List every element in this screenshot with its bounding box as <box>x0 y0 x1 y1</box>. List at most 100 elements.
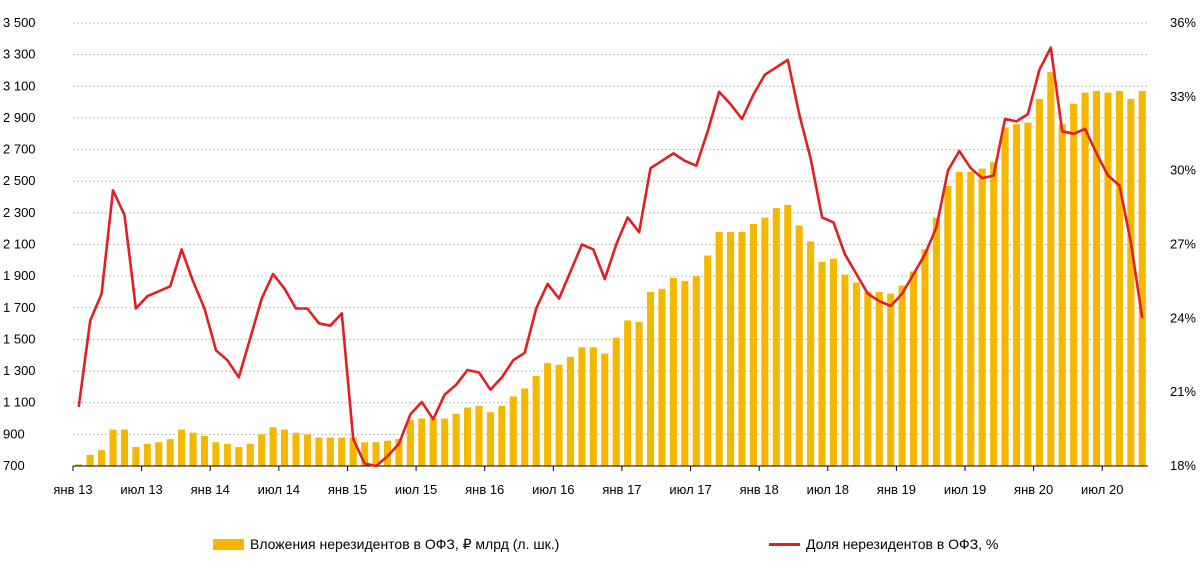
x-tick-label: июл 20 <box>1081 482 1123 497</box>
bar <box>807 241 815 466</box>
bar <box>292 432 300 466</box>
bar <box>132 447 140 466</box>
legend-swatch-line <box>769 542 800 546</box>
x-tick-label: июл 14 <box>258 482 300 497</box>
series-line <box>77 46 1144 468</box>
bar <box>795 225 803 466</box>
bar <box>269 427 277 466</box>
bar <box>749 223 757 466</box>
left-tick-label: 1 700 <box>3 300 36 315</box>
bar <box>715 231 723 466</box>
bar <box>612 337 620 466</box>
x-tick-label: янв 16 <box>465 482 504 497</box>
bar <box>566 356 575 466</box>
bar <box>864 291 872 466</box>
bar <box>944 185 952 467</box>
bar <box>383 440 392 466</box>
bar <box>692 276 700 466</box>
left-tick-label: 3 300 <box>3 47 36 62</box>
bar <box>178 429 186 466</box>
left-tick-label: 1 100 <box>3 395 36 410</box>
bar <box>521 388 529 466</box>
bar <box>578 347 586 466</box>
left-tick-label: 700 <box>3 458 25 473</box>
x-tick-label: июл 17 <box>669 482 711 497</box>
left-tick-label: 2 500 <box>3 173 36 188</box>
bar <box>143 443 151 466</box>
bar <box>784 204 792 467</box>
left-tick-label: 900 <box>3 426 25 441</box>
bar <box>727 231 735 466</box>
bar <box>898 285 906 466</box>
bar <box>509 396 517 466</box>
bar <box>635 322 643 466</box>
bar <box>200 435 209 466</box>
bar <box>486 412 494 466</box>
bar <box>978 168 986 467</box>
bar <box>1081 92 1089 466</box>
line-series <box>77 46 1144 468</box>
bar <box>361 442 369 466</box>
bar <box>258 434 266 466</box>
bar <box>646 291 655 466</box>
bar <box>86 454 94 466</box>
bar <box>1012 124 1021 466</box>
legend-item-line: Доля нерезидентов в ОФЗ, % <box>769 536 998 552</box>
bar <box>498 405 506 466</box>
x-tick-label: июл 19 <box>944 482 986 497</box>
legend-swatch-bars <box>213 539 244 550</box>
legend-label-line: Доля нерезидентов в ОФЗ, % <box>806 536 999 552</box>
right-tick-label: 24% <box>1170 310 1196 325</box>
bar <box>1070 103 1078 467</box>
bar <box>349 437 357 466</box>
bar <box>315 437 323 466</box>
bar <box>166 439 174 466</box>
bar <box>464 407 472 466</box>
left-axis-ticks: 700 900 1 100 1 300 1 500 1 700 1 900 2 100 2 30… <box>3 15 36 473</box>
left-tick-label: 1 900 <box>3 268 36 283</box>
left-tick-label: 2 700 <box>3 142 36 157</box>
bar <box>1058 124 1066 466</box>
bar <box>544 363 552 466</box>
x-tick-label: янв 20 <box>1014 482 1053 497</box>
bar <box>1115 91 1123 467</box>
bar <box>704 255 712 466</box>
legend-item-bars: Вложения нерезидентов в ОФЗ, ₽ млрд (л. … <box>213 536 559 553</box>
bar <box>441 418 449 466</box>
left-tick-label: 1 300 <box>3 363 36 378</box>
bar <box>681 280 689 466</box>
bar <box>235 447 243 466</box>
left-tick-label: 2 300 <box>3 205 36 220</box>
x-tick-label: июл 16 <box>532 482 574 497</box>
x-tick-label: июл 18 <box>807 482 849 497</box>
bar <box>772 208 780 466</box>
bar <box>303 434 311 466</box>
bar <box>955 171 963 466</box>
right-tick-label: 21% <box>1170 384 1196 399</box>
bar <box>1047 72 1055 467</box>
bar <box>990 162 998 466</box>
bar <box>372 442 380 466</box>
bar <box>189 432 197 466</box>
bar <box>967 171 975 466</box>
bar <box>555 364 563 466</box>
bar <box>109 429 117 466</box>
bar <box>429 418 437 466</box>
bar <box>223 443 231 466</box>
bar <box>1001 127 1009 467</box>
bar <box>841 274 849 466</box>
left-tick-label: 2 900 <box>3 110 36 125</box>
x-tick-label: янв 13 <box>53 482 92 497</box>
bar <box>1035 98 1043 466</box>
bar <box>589 347 597 466</box>
bar <box>932 217 940 466</box>
bar <box>1127 98 1135 466</box>
right-tick-label: 27% <box>1170 237 1196 252</box>
left-tick-label: 3 500 <box>3 15 36 30</box>
bar <box>658 288 666 466</box>
right-tick-label: 30% <box>1170 163 1196 178</box>
axes <box>72 465 1148 471</box>
bar <box>818 261 826 466</box>
bar-series <box>75 72 1146 467</box>
x-tick-label: июл 15 <box>395 482 437 497</box>
